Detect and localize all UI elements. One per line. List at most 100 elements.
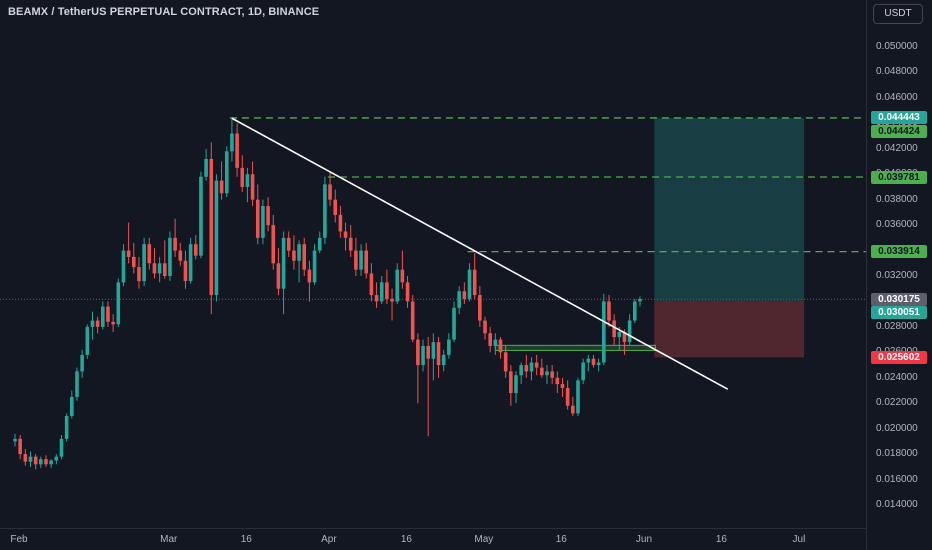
candle-body	[348, 237, 353, 251]
candle-body	[374, 295, 379, 302]
candle-body	[13, 438, 17, 442]
price-chart[interactable]	[0, 0, 866, 528]
candle-body	[54, 456, 59, 461]
candle-body	[472, 269, 477, 296]
candle-body	[488, 333, 492, 346]
candle-body	[333, 199, 338, 215]
time-axis-divider	[0, 528, 866, 529]
candle-body	[80, 354, 84, 372]
price-tick-label: 0.028000	[876, 320, 918, 332]
currency-button[interactable]: USDT	[873, 4, 923, 24]
candle-body	[436, 342, 441, 366]
price-tick-label: 0.032000	[876, 270, 918, 281]
candle-body	[23, 454, 28, 462]
price-tag: 0.030051	[871, 306, 927, 320]
candle-body	[354, 250, 358, 270]
candle-body	[519, 365, 523, 376]
candle-body	[281, 237, 286, 289]
price-tag: 0.033914	[871, 245, 927, 259]
candle-body	[137, 267, 141, 282]
candle-body	[209, 158, 214, 296]
candle-body	[183, 260, 188, 282]
candle-body	[230, 133, 234, 152]
chart-title: BEAMX / TetherUS PERPETUAL CONTRACT, 1D,…	[8, 6, 320, 18]
candle-body	[550, 371, 554, 378]
price-tick-label: 0.046000	[876, 91, 918, 103]
candle-body	[224, 151, 229, 194]
candle-body	[369, 273, 374, 296]
candle-body	[545, 371, 549, 376]
candle-body	[250, 174, 255, 200]
candle-body	[44, 459, 48, 465]
candle-body	[457, 291, 461, 308]
candle-body	[509, 371, 513, 394]
candle-body	[395, 269, 400, 302]
candle-body	[95, 320, 100, 327]
price-tick-label: 0.038000	[876, 193, 918, 205]
candle-body	[297, 244, 301, 261]
candle-body	[168, 237, 172, 276]
candle-body	[441, 354, 446, 366]
candle-body	[116, 282, 121, 325]
candle-body	[33, 456, 38, 465]
price-tick-label: 0.036000	[876, 219, 918, 231]
candle-body	[292, 250, 296, 261]
price-tick-label: 0.048000	[876, 66, 918, 78]
candle-body	[421, 345, 425, 366]
candle-body	[64, 415, 69, 439]
candle-body	[188, 244, 193, 282]
candle-body	[405, 282, 410, 302]
candle-body	[410, 301, 415, 340]
candle-body	[245, 174, 250, 187]
candle-body	[462, 291, 467, 299]
time-tick-label: Apr	[321, 534, 337, 545]
candle-body	[323, 184, 327, 238]
candle-body	[359, 250, 363, 270]
candle-body	[565, 387, 570, 406]
candle-body	[390, 298, 394, 302]
candle-body	[534, 362, 539, 368]
candle-body	[240, 167, 245, 187]
price-tag: 0.025602	[871, 350, 927, 364]
candle-body	[255, 199, 260, 238]
candle-body	[59, 438, 64, 457]
candle-body	[493, 339, 498, 346]
long-position-loss-zone	[654, 300, 805, 358]
candle-body	[152, 263, 157, 274]
candle-body	[478, 295, 482, 321]
candle-body	[317, 237, 322, 251]
breakout-box	[494, 344, 656, 351]
candle-body	[379, 282, 384, 302]
candle-body	[596, 362, 601, 366]
time-tick-label: Feb	[10, 534, 28, 545]
candle-body	[173, 237, 177, 251]
price-tick-label: 0.050000	[876, 41, 918, 52]
candle-body	[199, 176, 203, 256]
candle-body	[312, 250, 317, 283]
candle-body	[235, 133, 239, 168]
candle-body	[416, 339, 420, 366]
candle-body	[602, 301, 606, 363]
candle-body	[514, 375, 518, 394]
time-tick-label: 16	[400, 534, 412, 545]
candle-body	[28, 456, 33, 462]
candle-body	[214, 180, 219, 296]
price-tick-label: 0.022000	[876, 397, 918, 409]
candle-body	[555, 377, 560, 385]
candle-body	[591, 358, 596, 366]
candle-body	[126, 250, 131, 257]
candle-body	[106, 306, 110, 322]
candle-body	[560, 384, 565, 388]
price-tick-label: 0.020000	[876, 422, 918, 434]
candle-body	[431, 342, 436, 359]
candle-body	[111, 321, 115, 325]
time-tick-label: Mar	[160, 534, 178, 545]
candle-body	[85, 326, 90, 355]
candle-body	[162, 263, 167, 276]
candle-body	[571, 405, 575, 414]
candle-body	[276, 263, 281, 289]
candle-body	[271, 225, 276, 264]
candle-body	[39, 459, 43, 465]
candle-body	[18, 438, 22, 455]
